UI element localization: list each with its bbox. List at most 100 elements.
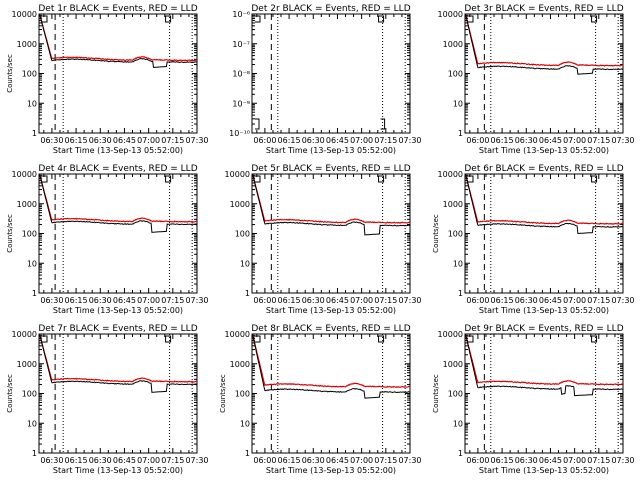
panel-det-8: Det 8r BLACK = Events, RED = LLD 1 10 100 10… [219, 324, 422, 475]
y-tick-label: 100 [448, 230, 463, 239]
x-tick-label: 06:30 [302, 456, 325, 465]
x-tick-label: 07:30 [185, 296, 208, 305]
plot-frame [464, 173, 624, 294]
state-marker [378, 15, 385, 23]
lld-series-line [464, 173, 623, 225]
x-tick-label: 06:45 [539, 456, 562, 465]
x-tick-label: 07:15 [587, 456, 610, 465]
lld-series-line [251, 173, 410, 224]
x-tick-label: 06:30 [302, 136, 325, 145]
state-marker [378, 175, 385, 183]
x-tick-label: 06:00 [253, 296, 276, 305]
y-tick-label: 10⁻¹⁰ [229, 129, 250, 138]
panel-title: Det 8r BLACK = Events, RED = LLD [251, 324, 410, 334]
state-marker [468, 335, 474, 343]
plot-frame [38, 173, 198, 294]
plot-frame [464, 13, 624, 134]
x-tick-label: 06:15 [491, 136, 514, 145]
lld-series-line [251, 333, 410, 388]
events-series-line [464, 173, 624, 235]
x-tick-label: 07:30 [398, 136, 421, 145]
lld-series-line [38, 13, 197, 62]
y-tick-label: 1000 [17, 360, 37, 369]
x-tick-label: 06:00 [466, 296, 489, 305]
x-tick-label: 07:15 [161, 296, 184, 305]
y-tick-label: 100 [22, 390, 37, 399]
y-axis-title: Counts/sec [432, 374, 440, 413]
x-tick-label: 06:45 [113, 136, 136, 145]
x-tick-label: 06:00 [253, 136, 276, 145]
x-tick-label: 06:15 [65, 456, 88, 465]
x-tick-label: 07:00 [137, 136, 160, 145]
y-tick-label: 1 [245, 289, 250, 298]
y-tick-label: 1000 [443, 200, 463, 209]
x-tick-label: 07:30 [611, 136, 634, 145]
x-tick-label: 07:30 [398, 296, 421, 305]
state-marker [42, 335, 48, 343]
state-marker [591, 335, 598, 343]
panel-det-3: Det 3r BLACK = Events, RED = LLD 1 10 100 10… [438, 4, 635, 155]
x-tick-label: 07:30 [611, 296, 634, 305]
y-tick-label: 10 [240, 419, 250, 428]
y-tick-label: 10000 [225, 330, 250, 339]
y-tick-label: 100 [448, 390, 463, 399]
x-axis-title: Start Time (13-Sep-13 05:52:00) [479, 146, 609, 155]
x-tick-label: 06:45 [326, 456, 349, 465]
x-tick-label: 07:00 [137, 296, 160, 305]
x-tick-label: 06:00 [466, 456, 489, 465]
x-tick-label: 07:15 [587, 296, 610, 305]
y-tick-label: 1000 [443, 40, 463, 49]
state-marker [591, 175, 598, 183]
panel-title: Det 2r BLACK = Events, RED = LLD [251, 4, 410, 14]
panel-title: Det 3r BLACK = Events, RED = LLD [464, 4, 623, 14]
panel-det-7: Det 7r BLACK = Events, RED = LLD 1 10 100 10… [6, 324, 209, 475]
state-marker [42, 15, 48, 23]
y-tick-label: 10 [27, 99, 37, 108]
x-tick-label: 06:45 [113, 296, 136, 305]
y-tick-label: 1000 [17, 200, 37, 209]
x-tick-label: 07:00 [350, 296, 373, 305]
x-axis-title: Start Time (13-Sep-13 05:52:00) [266, 146, 396, 155]
x-axis-title: Start Time (13-Sep-13 05:52:00) [53, 146, 183, 155]
y-tick-label: 1 [32, 289, 37, 298]
y-tick-label: 10000 [438, 330, 463, 339]
y-tick-label: 10⁻⁹ [232, 99, 250, 108]
events-series-line [38, 333, 198, 393]
events-series-line [38, 173, 198, 233]
x-tick-label: 07:00 [563, 136, 586, 145]
x-tick-label: 06:45 [113, 456, 136, 465]
x-axis-title: Start Time (13-Sep-13 05:52:00) [266, 306, 396, 315]
plot-frame [38, 13, 198, 134]
y-tick-label: 1000 [443, 360, 463, 369]
y-tick-label: 1 [245, 449, 250, 458]
x-tick-label: 07:15 [374, 296, 397, 305]
x-axis-title: Start Time (13-Sep-13 05:52:00) [266, 466, 396, 475]
y-tick-label: 1000 [230, 360, 250, 369]
state-marker [468, 15, 474, 23]
y-tick-label: 10⁻⁶ [232, 10, 250, 19]
events-series-line [464, 13, 623, 75]
y-tick-label: 10 [240, 259, 250, 268]
panel-title: Det 9r BLACK = Events, RED = LLD [464, 324, 623, 334]
y-tick-label: 1 [458, 289, 463, 298]
x-tick-label: 07:15 [587, 136, 610, 145]
x-tick-label: 07:15 [161, 456, 184, 465]
y-axis-title: Counts/sec [6, 214, 14, 253]
y-tick-label: 10⁻⁸ [232, 70, 250, 79]
y-tick-label: 10000 [438, 10, 463, 19]
panel-det-5: Det 5r BLACK = Events, RED = LLD 1 10 100 10… [225, 164, 422, 315]
x-tick-label: 06:45 [326, 136, 349, 145]
panel-title: Det 5r BLACK = Events, RED = LLD [251, 164, 410, 174]
x-tick-label: 06:30 [515, 456, 538, 465]
x-tick-label: 07:15 [374, 136, 397, 145]
y-axis-title: Counts/sec [432, 214, 440, 253]
events-series-line [464, 333, 623, 397]
panel-title: Det 7r BLACK = Events, RED = LLD [38, 324, 197, 334]
x-tick-label: 06:00 [466, 136, 489, 145]
x-tick-label: 06:30 [89, 456, 112, 465]
y-axis-title: Counts/sec [6, 374, 14, 413]
x-axis-title: Start Time (13-Sep-13 05:52:00) [479, 466, 609, 475]
x-tick-label: 06:30 [40, 456, 63, 465]
x-tick-label: 07:15 [161, 136, 184, 145]
